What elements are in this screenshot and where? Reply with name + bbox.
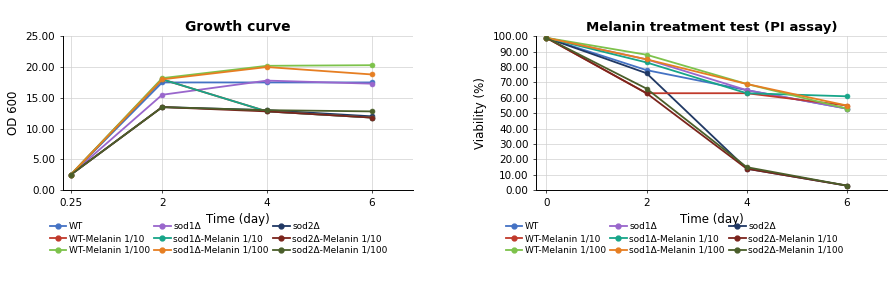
X-axis label: Time (day): Time (day) [206, 214, 270, 226]
Legend: WT, WT-Melanin 1/10, WT-Melanin 1/100, sod1Δ, sod1Δ-Melanin 1/10, sod1Δ-Melanin : WT, WT-Melanin 1/10, WT-Melanin 1/100, s… [49, 223, 388, 255]
Y-axis label: OD 600: OD 600 [7, 91, 20, 135]
Title: Melanin treatment test (PI assay): Melanin treatment test (PI assay) [586, 21, 838, 34]
Legend: WT, WT-Melanin 1/10, WT-Melanin 1/100, sod1Δ, sod1Δ-Melanin 1/10, sod1Δ-Melanin : WT, WT-Melanin 1/10, WT-Melanin 1/100, s… [505, 223, 844, 255]
Y-axis label: Viability (%): Viability (%) [474, 77, 487, 149]
X-axis label: Time (day): Time (day) [680, 214, 744, 226]
Title: Growth curve: Growth curve [185, 20, 291, 34]
